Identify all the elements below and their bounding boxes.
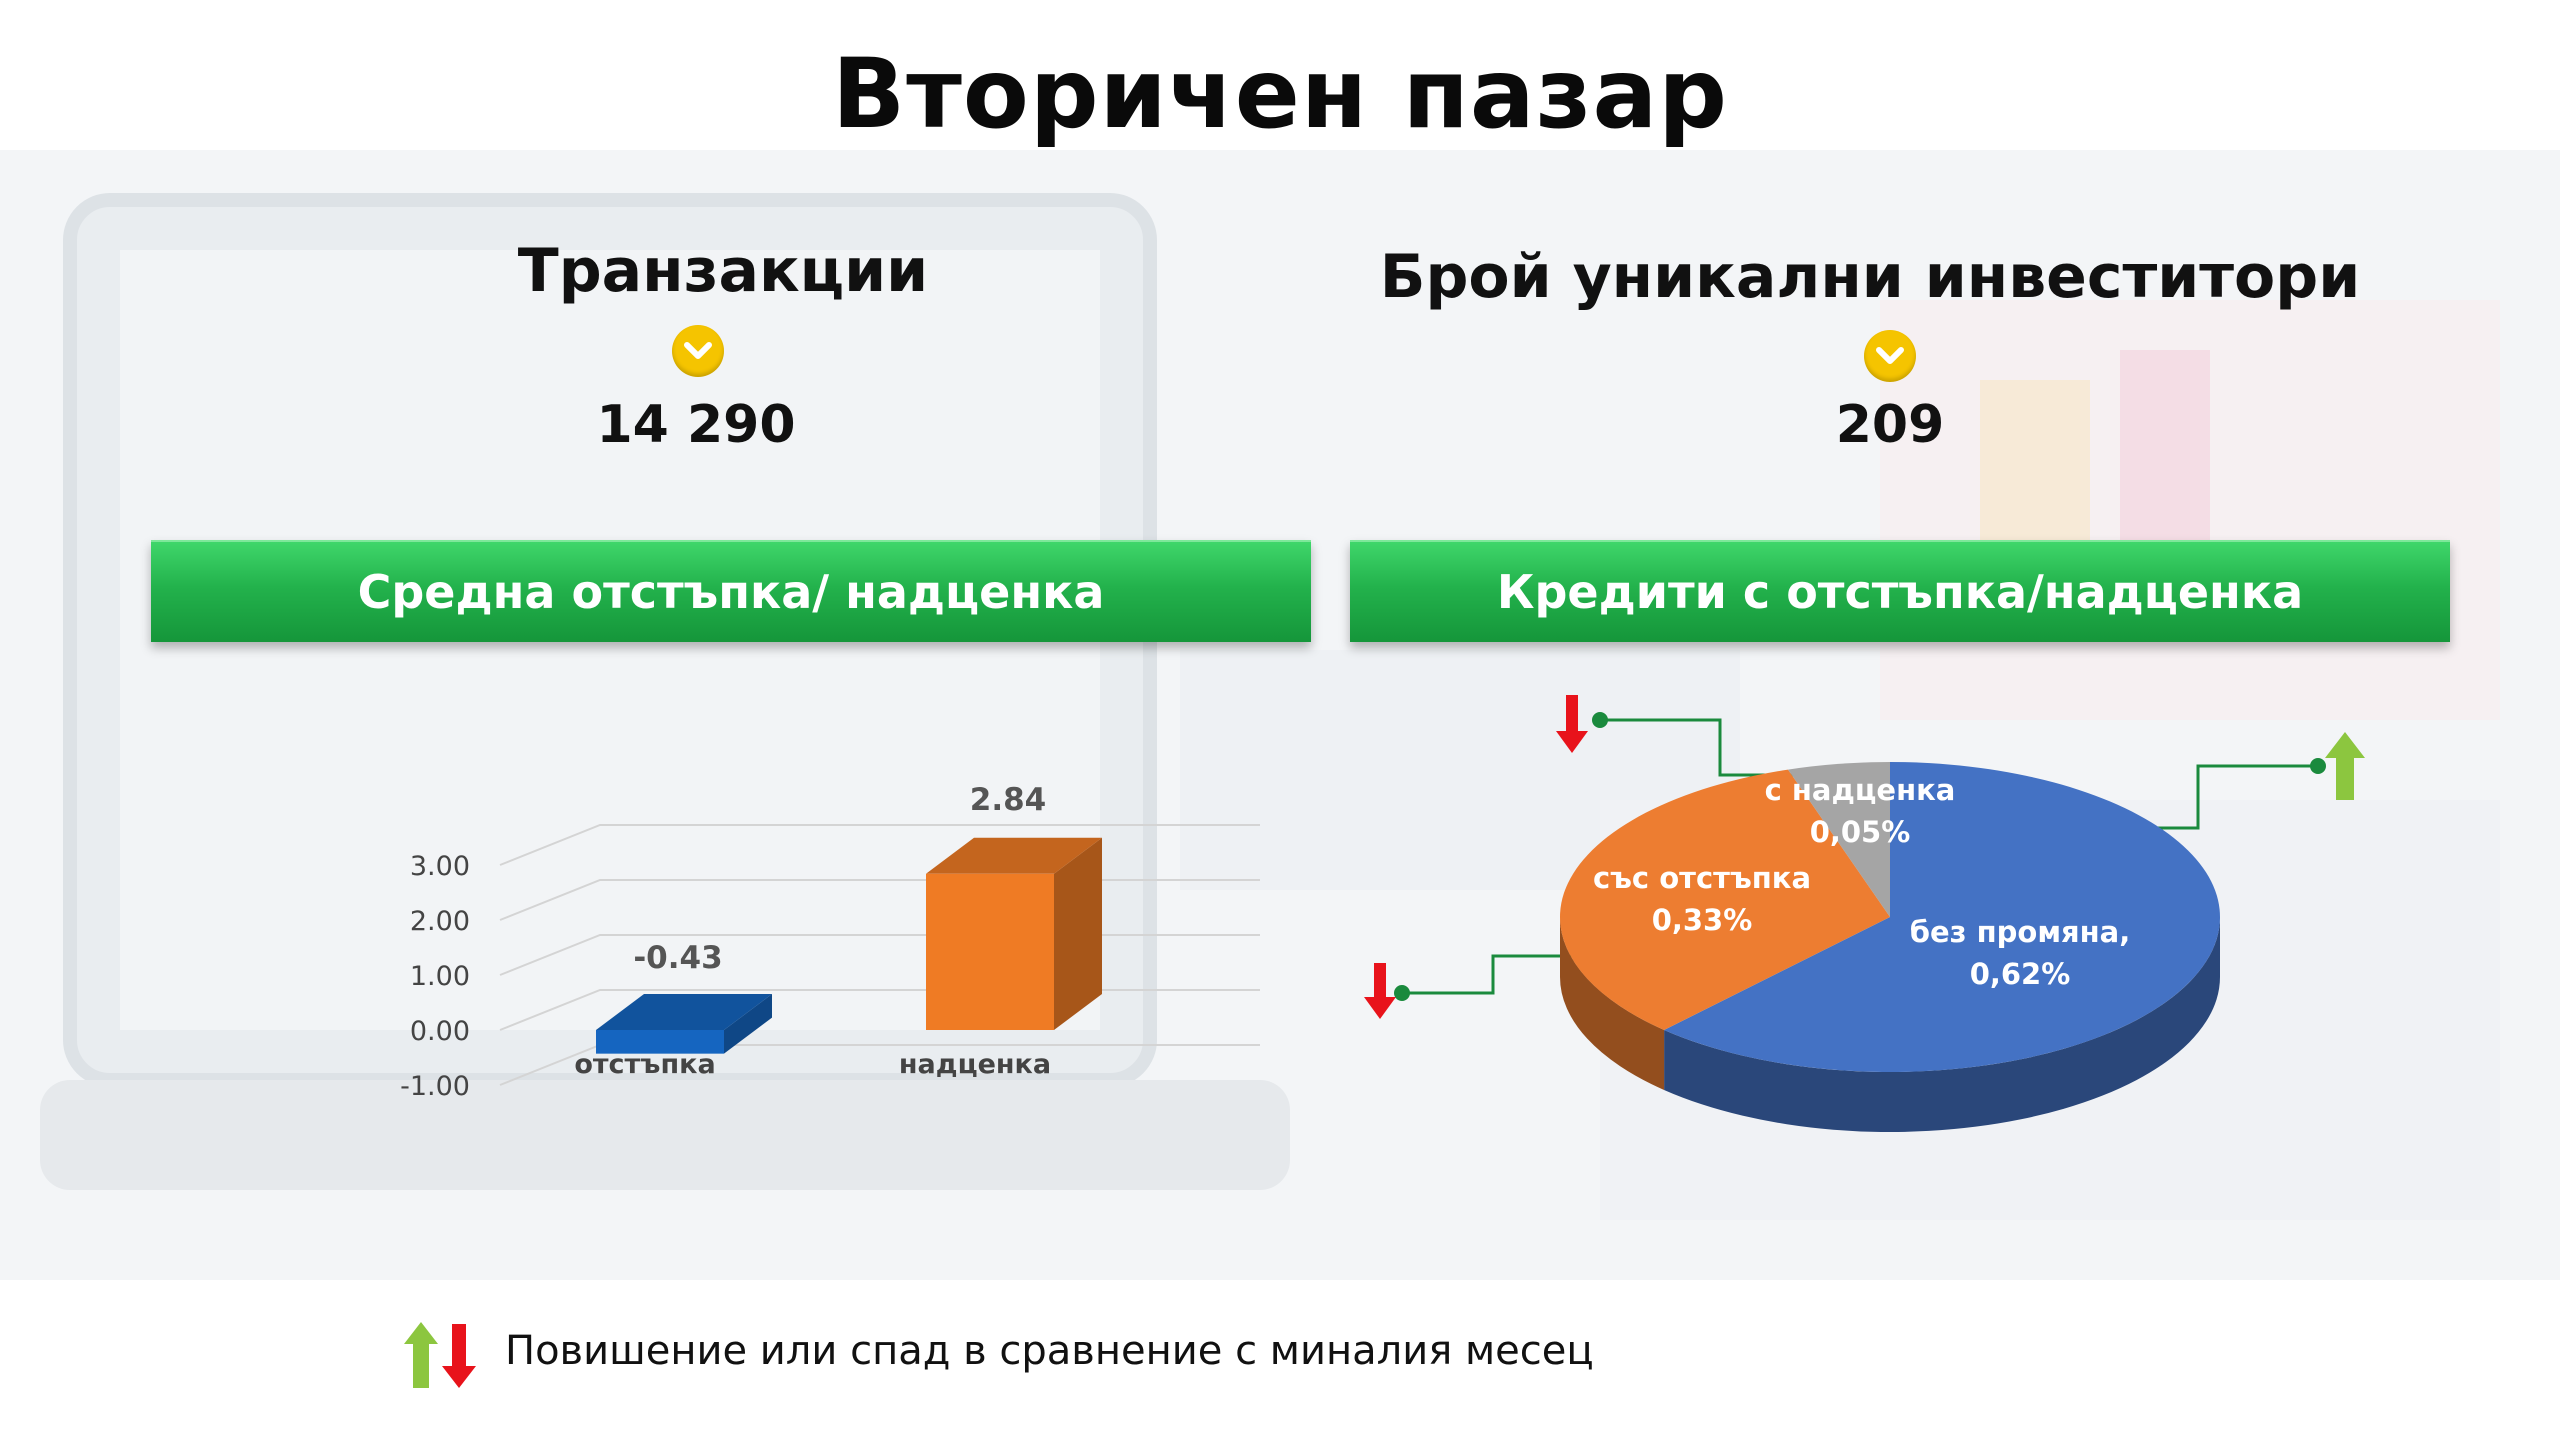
pie-side — [1664, 917, 2220, 1132]
arrow-down-icon — [1556, 695, 1588, 753]
pie-value-label: 0,62% — [1970, 957, 2071, 991]
page-title: Вторичен пазар — [832, 38, 1728, 150]
pie-chart: без промяна, 0,62% със отстъпка 0,33% с надц… — [1364, 695, 2365, 1132]
legend-text: Повишение или спад в сравнение с миналия… — [505, 1328, 1594, 1374]
bar-top — [596, 994, 772, 1030]
y-tick-label: 1.00 — [410, 961, 470, 992]
bar-value-label: 2.84 — [970, 782, 1047, 818]
bar-chart: 3.00 2.00 1.00 0.00 -1.00 -0.43 отстъпка 2.84 на… — [400, 782, 1260, 1102]
pie-label: с надценка — [1765, 773, 1956, 807]
connector-line — [1600, 718, 1842, 777]
y-tick-label: 3.00 — [410, 851, 470, 882]
bar-надценка — [926, 837, 1102, 1030]
bar-side — [1054, 837, 1102, 1030]
transactions-value: 14 290 — [596, 395, 796, 455]
investors-label: Брой уникални инвеститори — [1379, 242, 2361, 312]
category-label: отстъпка — [574, 1049, 715, 1080]
pie-side — [1560, 917, 1665, 1090]
bar-отстъпка — [596, 994, 772, 1054]
legend-arrows — [404, 1322, 476, 1388]
bar-front — [596, 1030, 724, 1054]
pie-label: със отстъпка — [1593, 861, 1811, 895]
bar-front — [926, 873, 1054, 1030]
pie-slice — [1788, 762, 1890, 917]
connector-line — [1402, 954, 1580, 995]
legend-strip — [380, 1300, 2330, 1410]
connector-dot — [1394, 985, 1410, 1001]
gridline — [499, 824, 1260, 866]
y-tick-label: 2.00 — [410, 906, 470, 937]
gridline — [499, 934, 1260, 976]
pie-slice — [1560, 769, 1890, 1030]
arrow-down-icon — [442, 1324, 476, 1388]
bar-top — [926, 837, 1102, 874]
connector-dot — [2310, 758, 2326, 774]
pie-value-label: 0,05% — [1810, 815, 1911, 849]
pie-slice — [1664, 762, 2220, 1072]
transactions-label: Транзакции — [517, 236, 929, 306]
loans-discount-banner: Кредити с отстъпка/надценка — [1350, 540, 2450, 642]
bar-value-label: -0.43 — [633, 940, 722, 976]
arrow-down-icon — [1364, 963, 1396, 1019]
gridline — [499, 879, 1260, 921]
y-tick-label: 0.00 — [410, 1016, 470, 1047]
arrow-up-icon — [404, 1322, 438, 1388]
chevron-down-icon — [1864, 330, 1916, 382]
y-tick-label: -1.00 — [400, 1071, 470, 1102]
pie-value-label: 0,33% — [1652, 903, 1753, 937]
pie-label: без промяна, — [1910, 915, 2131, 949]
bar-side — [724, 994, 772, 1054]
category-label: надценка — [899, 1049, 1051, 1080]
arrow-up-icon — [2325, 732, 2365, 800]
chevron-down-icon — [672, 325, 724, 377]
investors-value: 209 — [1835, 395, 1945, 455]
avg-discount-banner: Средна отстъпка/ надценка — [151, 540, 1311, 642]
connector-dot — [1592, 712, 1608, 728]
